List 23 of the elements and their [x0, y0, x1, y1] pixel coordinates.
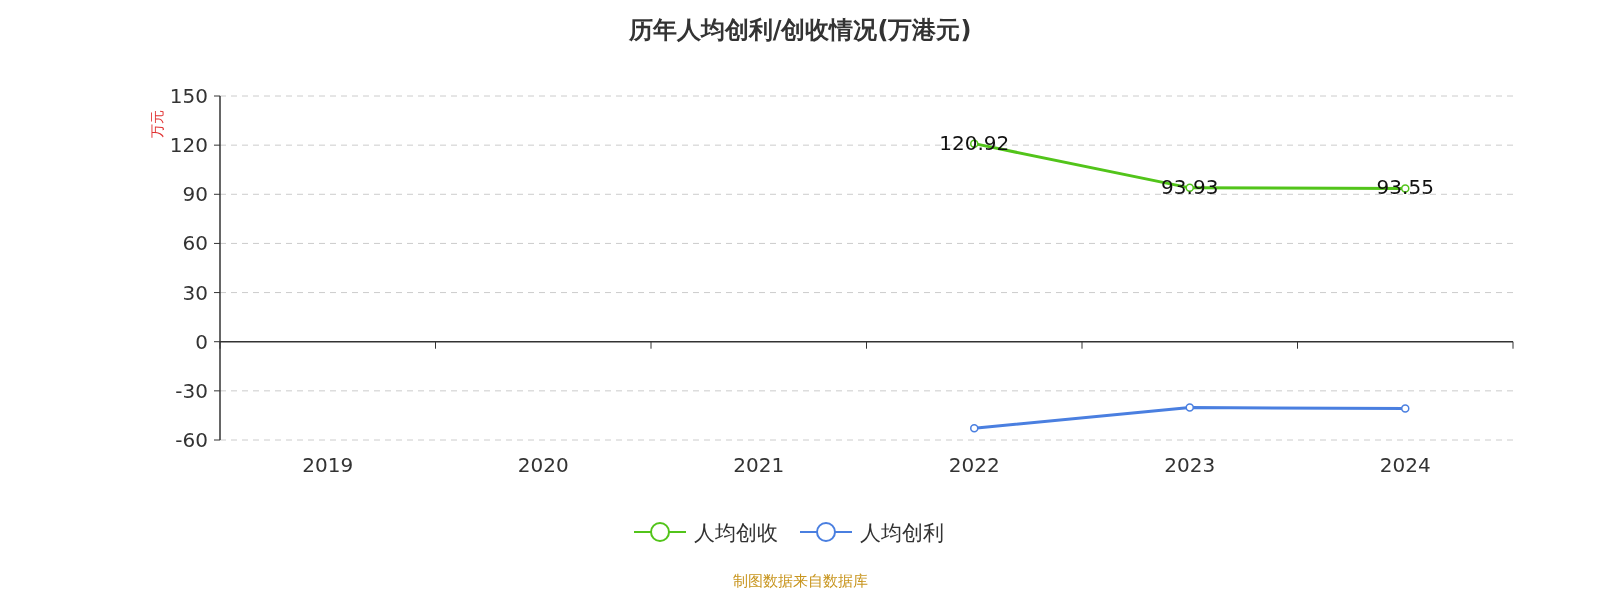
x-tick-label: 2020 [517, 453, 569, 477]
y-tick-label: 90 [182, 182, 208, 207]
x-tick-label: 2022 [948, 453, 1000, 477]
legend-label: 人均创收 [694, 521, 778, 545]
point [1185, 403, 1194, 412]
y-tick-label: 30 [182, 280, 208, 305]
chart-title: 历年人均创利/创收情况(万港元) [627, 16, 972, 44]
y-tick-label: 60 [182, 231, 208, 256]
legend-label: 人均创利 [860, 521, 944, 545]
point [1401, 404, 1410, 413]
y-tick-label: -60 [175, 428, 208, 452]
y-tick-label: 0 [195, 329, 208, 354]
point [970, 423, 979, 433]
x-tick-label: 2023 [1164, 453, 1216, 477]
text: 制图数据来自数据库 [732, 572, 868, 590]
x-tick-label: 2024 [1379, 453, 1431, 477]
y-axis-title: 万元 [149, 110, 165, 138]
x-tick-label: 2019 [302, 453, 354, 477]
y-tick-label: 150 [169, 84, 208, 108]
y-tick-label: -30 [175, 378, 208, 403]
data-label: 120.92 [939, 130, 1010, 155]
x-tick-label: 2021 [733, 453, 785, 477]
y-tick-label: 120 [169, 133, 208, 158]
